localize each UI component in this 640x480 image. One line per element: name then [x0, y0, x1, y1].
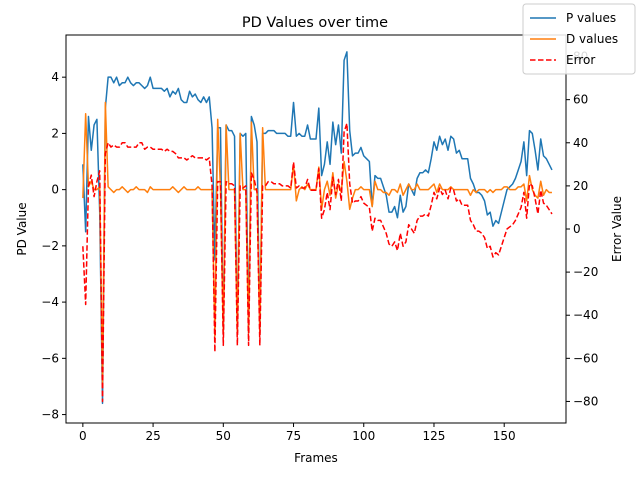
series-line-error: [82, 122, 553, 403]
x-axis-label: Frames: [294, 451, 338, 465]
x-tick-label: 50: [216, 429, 231, 443]
legend: P values D values Error: [522, 3, 636, 75]
x-tick-label: 100: [352, 429, 375, 443]
y-right-tick-label: −60: [573, 351, 598, 365]
y-right-tick-label: 20: [573, 179, 588, 193]
x-tick-label: 150: [493, 429, 516, 443]
x-tick-label: 25: [145, 429, 160, 443]
y-right-tick-label: −40: [573, 308, 598, 322]
y-tick-label: 0: [51, 183, 59, 197]
y-axis-right-label: Error Value: [610, 196, 624, 262]
legend-entry-label: P values: [566, 11, 616, 25]
x-axis: 0 25 50 75 100 125 150: [79, 423, 516, 443]
y-tick-label: 4: [51, 70, 59, 84]
legend-entry-label: D values: [566, 32, 618, 46]
y-right-tick-label: −20: [573, 265, 598, 279]
y-right-tick-label: 60: [573, 93, 588, 107]
y-axis-left: −8 −6 −4 −2 0 2 4: [41, 70, 66, 422]
series-layer: [82, 51, 553, 405]
y-right-tick-label: −80: [573, 394, 598, 408]
x-tick-label: 75: [286, 429, 301, 443]
y-tick-label: 2: [51, 126, 59, 140]
x-tick-label: 125: [423, 429, 446, 443]
legend-box: [522, 3, 636, 75]
legend-entry-label: Error: [566, 53, 595, 67]
y-axis-label: PD Value: [15, 202, 29, 255]
y-tick-label: −4: [41, 295, 59, 309]
series-line-p-values: [82, 51, 553, 405]
x-tick-label: 0: [79, 429, 87, 443]
y-right-tick-label: 0: [573, 222, 581, 236]
y-tick-label: −8: [41, 408, 59, 422]
chart-title: PD Values over time: [242, 15, 388, 31]
y-tick-label: −2: [41, 239, 59, 253]
y-right-tick-label: 40: [573, 136, 588, 150]
y-tick-label: −6: [41, 351, 59, 365]
